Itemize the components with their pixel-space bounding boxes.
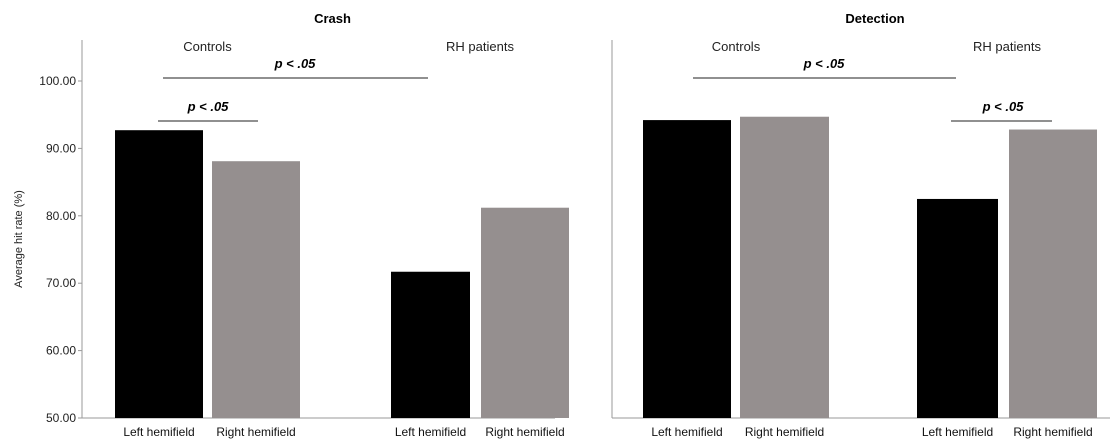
bar (740, 116, 829, 419)
significance-label: p < .05 (803, 56, 846, 71)
y-tick-label: 100.00 (39, 74, 76, 88)
significance-label: p < .05 (982, 99, 1025, 114)
group-label: Controls (183, 39, 232, 54)
x-tick-label: Right hemifield (745, 425, 824, 439)
bar (391, 271, 470, 418)
y-tick-label: 60.00 (46, 344, 76, 358)
x-tick-label: Left hemifield (395, 425, 466, 439)
group-label: Controls (712, 39, 761, 54)
y-tick-label: 70.00 (46, 276, 76, 290)
group-label: RH patients (973, 39, 1041, 54)
significance-label: p < .05 (274, 56, 317, 71)
x-tick-label: Left hemifield (922, 425, 993, 439)
y-tick-label: 90.00 (46, 141, 76, 155)
x-tick-label: Left hemifield (651, 425, 722, 439)
x-tick-label: Right hemifield (216, 425, 295, 439)
x-tick-label: Right hemifield (485, 425, 564, 439)
significance-label: p < .05 (187, 99, 230, 114)
bar (643, 120, 731, 418)
y-axis-label: Average hit rate (%) (13, 190, 25, 288)
x-tick-label: Left hemifield (123, 425, 194, 439)
bar (212, 161, 300, 418)
y-tick-label: 50.00 (46, 411, 76, 425)
bar (1009, 129, 1097, 418)
bar (481, 207, 569, 418)
chart-title: Detection (845, 11, 904, 26)
chart-title: Crash (314, 11, 351, 26)
group-label: RH patients (446, 39, 514, 54)
x-tick-label: Right hemifield (1013, 425, 1092, 439)
bar (917, 198, 998, 418)
y-tick-label: 80.00 (46, 209, 76, 223)
bar (115, 130, 203, 418)
